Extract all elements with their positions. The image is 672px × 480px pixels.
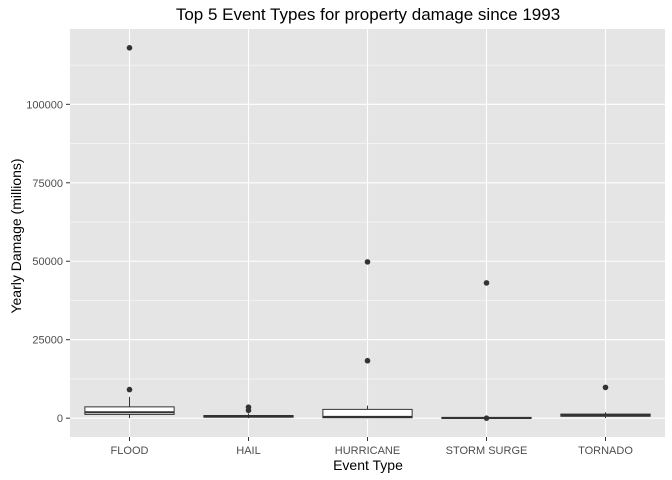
outlier-point [483, 280, 490, 286]
x-tick-label: HAIL [236, 445, 260, 457]
x-tick-label: STORM SURGE [446, 445, 528, 457]
grid-lines [70, 29, 665, 437]
y-tick-label: 75000 [32, 178, 63, 190]
y-tick-label: 0 [57, 413, 63, 425]
box-tornado [560, 384, 651, 419]
y-axis: 0 25000 50000 75000 100000 [26, 99, 70, 425]
y-axis-title: Yearly Damage (millions) [8, 158, 24, 313]
outlier-point [483, 415, 490, 421]
x-tick-label: FLOOD [111, 445, 149, 457]
box-hail [203, 404, 294, 419]
y-tick-label: 100000 [26, 99, 63, 111]
outlier-point [126, 45, 133, 51]
box-storm-surge [441, 280, 532, 421]
x-tick-label: HURRICANE [335, 445, 400, 457]
outlier-point [602, 384, 609, 391]
box-series [84, 45, 651, 421]
y-tick-label: 50000 [32, 256, 63, 268]
outlier-point [126, 386, 133, 393]
outlier-point [245, 404, 252, 410]
x-axis: FLOOD HAIL HURRICANE STORM SURGE TORNADO [111, 437, 633, 457]
x-tick-label: TORNADO [578, 445, 633, 457]
x-axis-title: Event Type [333, 457, 403, 473]
box-hurricane [322, 259, 413, 419]
box-iqr [84, 406, 175, 415]
y-tick-label: 25000 [32, 335, 63, 347]
box-flood [84, 45, 175, 419]
chart-title: Top 5 Event Types for property damage si… [176, 5, 560, 24]
outlier-point [364, 259, 371, 265]
outlier-point [364, 357, 371, 364]
